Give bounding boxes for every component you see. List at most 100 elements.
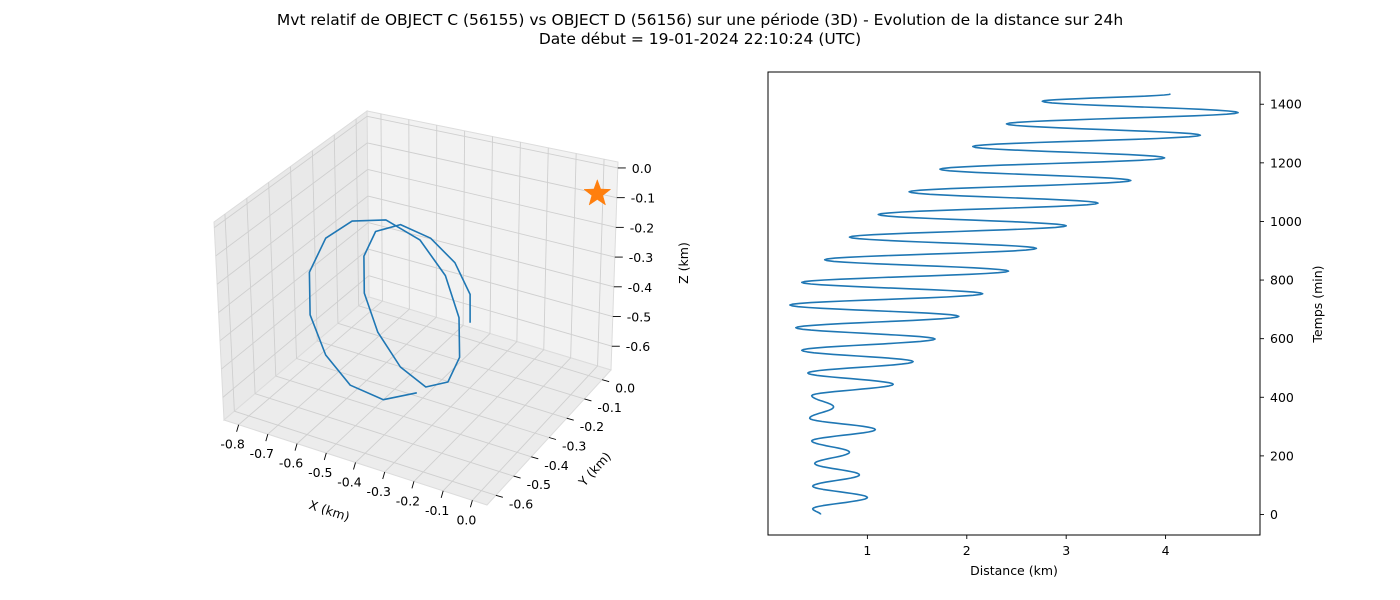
y-axis-label-2d: Temps (min) (1310, 265, 1325, 343)
grid-line-y-wall (311, 150, 318, 341)
y-tick-label-3d: -0.6 (509, 496, 533, 511)
y-tick-label-2d: 1400 (1270, 97, 1302, 112)
grid-line-y-wall (268, 182, 277, 377)
x-tick-label-3d: 0.0 (456, 512, 476, 527)
grid-line-y-wall (246, 198, 256, 394)
grid-line-x-wall (570, 153, 577, 358)
z-tick-label-3d: -0.4 (628, 280, 652, 295)
z-tick-label-3d: -0.5 (627, 310, 651, 325)
x-tick-label-2d: 2 (963, 543, 971, 558)
y-tick-label-2d: 600 (1270, 331, 1294, 346)
x-tick-mark (294, 443, 298, 451)
grid-line-y-wall (224, 214, 235, 412)
y-tick-label-3d: -0.1 (597, 400, 621, 415)
x-tick-mark (382, 471, 386, 480)
z-tick-label-3d: -0.1 (631, 191, 655, 206)
x-axis-label-2d: Distance (km) (970, 563, 1058, 578)
grid-line-y-floor (317, 340, 567, 419)
chart-distance-vs-time: 1 2 3 4 0 200 400 600 800 1000 1200 1400 Distance (… (767, 71, 1325, 578)
grid-line-x-wall (543, 147, 549, 350)
grid-line-x-wall (489, 136, 493, 334)
z-tick-label-3d: -0.2 (630, 220, 654, 235)
grid-line-y-floor (358, 305, 603, 381)
y-tick-mark (531, 456, 539, 460)
grid-line-z-wall (367, 195, 615, 258)
chart-3d-trajectory: -0.8-0.7-0.6-0.5-0.4-0.3-0.2-0.10.0-0.6-… (213, 110, 691, 527)
grid-line-y-wall (290, 166, 297, 359)
x-tick-label-3d: -0.1 (425, 503, 449, 518)
grid-line-z-left (221, 248, 369, 370)
grid-line-y-floor (234, 410, 496, 496)
y-tick-label-2d: 200 (1270, 448, 1294, 463)
grid-line-x-wall (462, 130, 466, 326)
grid-line-y-wall (333, 134, 339, 324)
x-tick-mark (236, 424, 240, 432)
grid-3d (214, 113, 618, 501)
grid-line-z-left (219, 222, 369, 342)
grid-line-z-wall (367, 142, 617, 199)
x-axis-label-3d: X (km) (307, 497, 351, 524)
grid-line-x-wall (408, 119, 410, 310)
y-axis-label-3d: Y (km) (575, 449, 614, 490)
figure-title-line-1: Mvt relatif de OBJECT C (56155) vs OBJEC… (277, 11, 1123, 29)
x-tick-label-2d: 4 (1162, 543, 1170, 558)
y-tick-label-2d: 1200 (1270, 155, 1302, 170)
y-tick-label-3d: -0.5 (527, 477, 551, 492)
z-axis-label-3d: Z (km) (676, 242, 691, 284)
z-tick-label-3d: -0.6 (626, 339, 650, 354)
y-tick-label-2d: 800 (1270, 273, 1294, 288)
x-tick-mark (353, 462, 356, 470)
x-tick-mark (323, 452, 327, 461)
y-tick-label-3d: -0.3 (562, 439, 586, 454)
y-tick-mark (584, 398, 592, 402)
x-tick-label-3d: -0.2 (396, 493, 420, 508)
x-tick-mark (265, 434, 269, 442)
grid-line-y-wall (355, 118, 360, 306)
ticks-2d: 1 2 3 4 0 200 400 600 800 1000 1200 1400 (863, 97, 1301, 558)
grid-line-x-wall (380, 113, 383, 302)
grid-line-z-left (215, 142, 368, 257)
x-tick-mark (411, 481, 415, 489)
x-tick-label-3d: -0.6 (279, 456, 303, 471)
grid-line-z-left (218, 195, 369, 313)
grid-line-y-floor (254, 393, 514, 477)
grid-line-x-wall (516, 142, 521, 342)
ticks-3d: -0.8-0.7-0.6-0.5-0.4-0.3-0.2-0.10.0-0.6-… (220, 161, 655, 527)
x-tick-label-2d: 3 (1062, 543, 1070, 558)
grid-line-z-wall (367, 169, 616, 228)
grid-line-z-wall (368, 275, 612, 347)
y-tick-label-2d: 400 (1270, 390, 1294, 405)
y-tick-mark (513, 475, 521, 479)
y-tick-label-3d: -0.2 (580, 419, 604, 434)
z-tick-label-3d: -0.3 (629, 250, 653, 265)
y-tick-label-3d: -0.4 (544, 458, 568, 473)
x-tick-label-3d: -0.4 (337, 475, 361, 490)
x-tick-label-3d: -0.5 (308, 465, 332, 480)
grid-line-y-floor (275, 375, 532, 458)
distance-series-line (789, 93, 1239, 515)
z-tick-label-3d: 0.0 (632, 161, 652, 176)
y-tick-mark (566, 417, 574, 421)
x-tick-mark (469, 500, 473, 508)
x-tick-label-3d: -0.8 (220, 437, 244, 452)
y-tick-mark (602, 379, 610, 383)
trajectory-line (308, 219, 471, 401)
grid-line-z-left (222, 275, 370, 398)
x-tick-label-3d: -0.7 (250, 446, 274, 461)
grid-line-z-left (214, 115, 368, 229)
x-tick-mark (440, 490, 444, 498)
y-tick-mark (548, 437, 557, 440)
end-marker-star (583, 178, 612, 206)
y-tick-label-2d: 0 (1270, 507, 1278, 522)
figure-title-line-2: Date début = 19-01-2024 22:10:24 (UTC) (539, 30, 861, 48)
grid-line-x-wall (435, 125, 438, 318)
plot-area-2d (767, 71, 1261, 536)
grid-line-z-wall (366, 115, 618, 169)
grid-line-z-wall (368, 248, 613, 317)
x-tick-label-2d: 1 (863, 543, 871, 558)
x-tick-label-3d: -0.3 (367, 484, 391, 499)
pane-floor (222, 296, 612, 506)
grid-line-z-left (216, 169, 368, 285)
